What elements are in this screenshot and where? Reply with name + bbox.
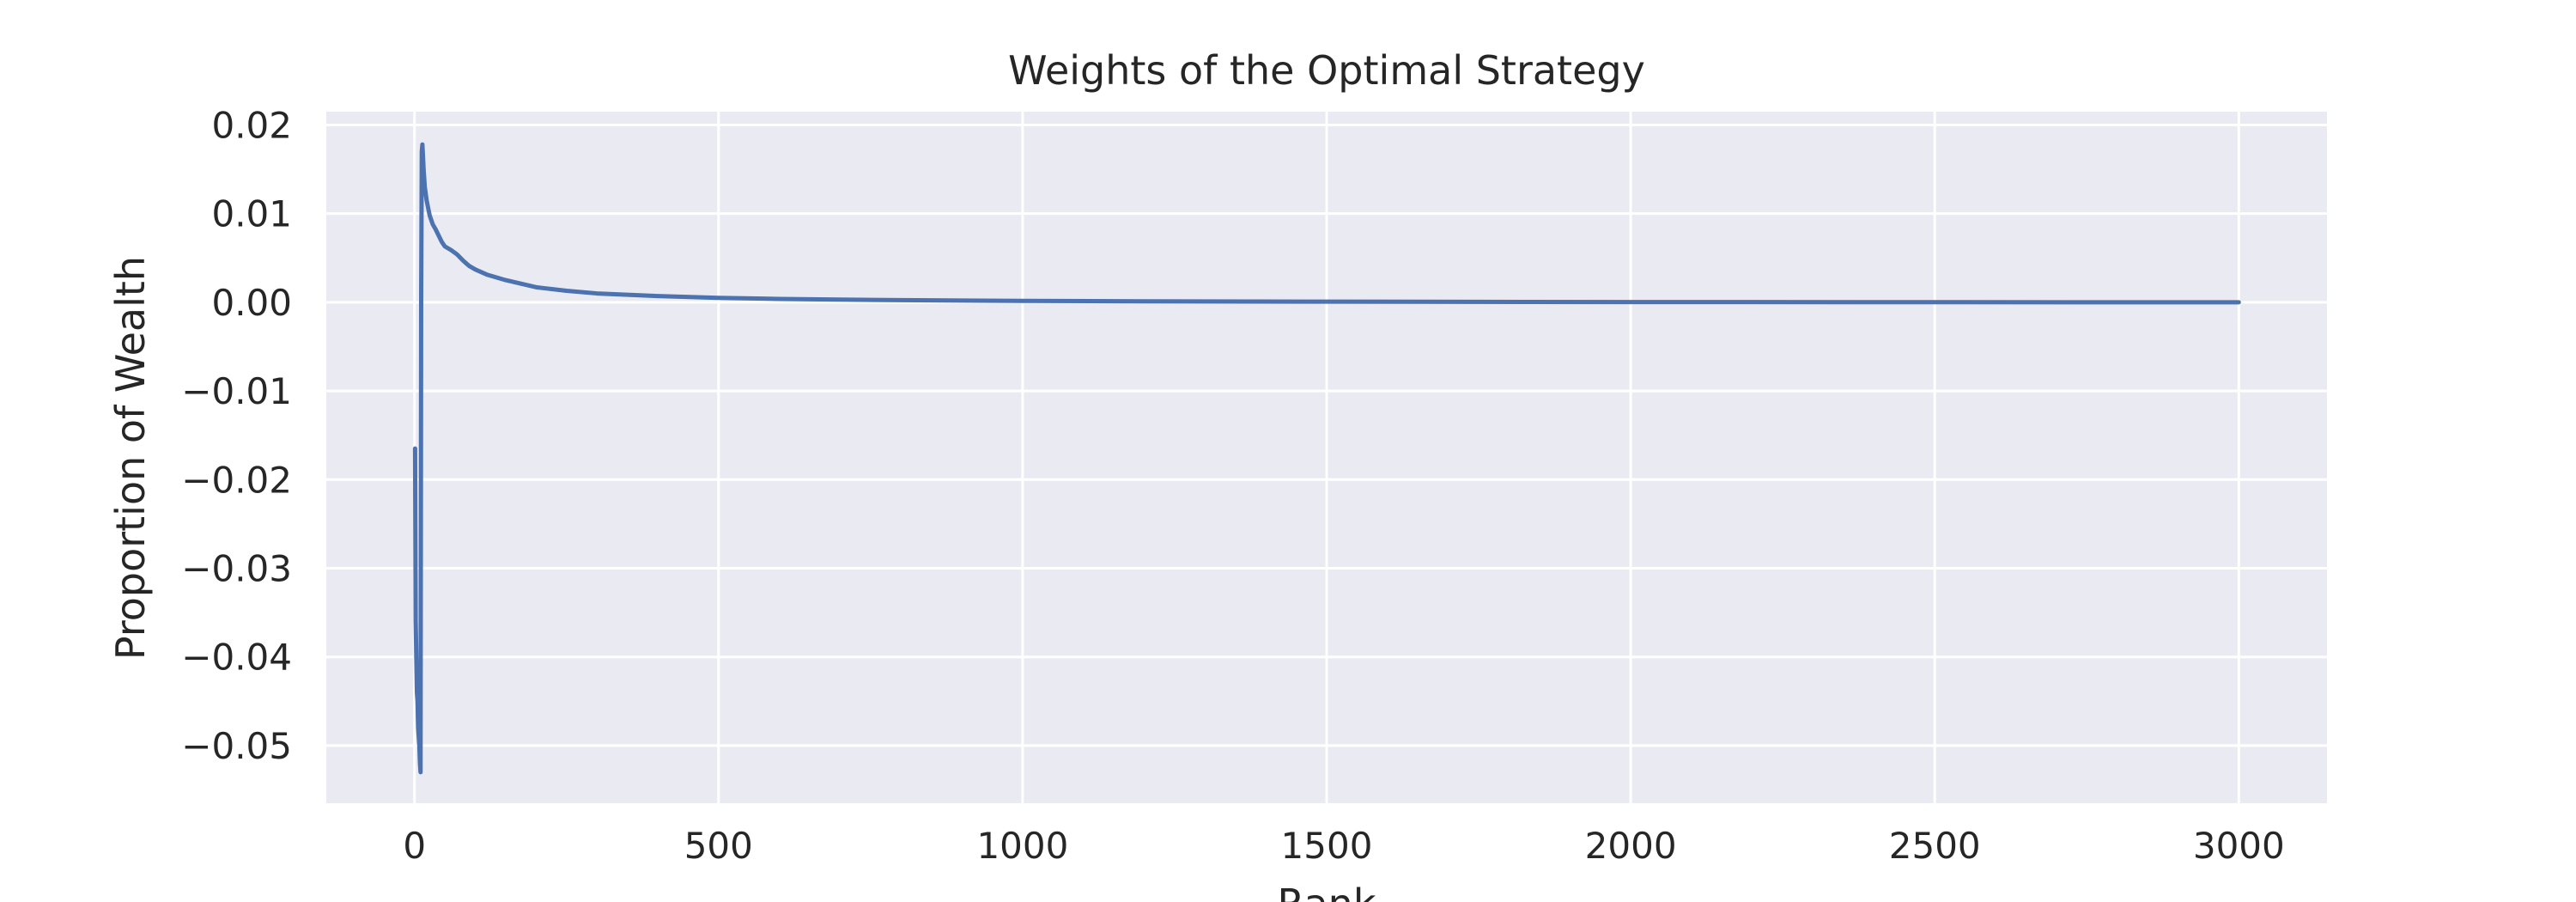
y-tick-label: 0.02 (211, 104, 292, 146)
x-tick-label: 1000 (976, 825, 1068, 867)
series-line (412, 142, 2241, 775)
tick-label-layer: 0 500 1000 1500 2000 2500 3000 0.02 0.01 0.00 −0.0… (181, 104, 2284, 867)
y-tick-label: −0.03 (181, 548, 292, 590)
y-tick-label: −0.02 (181, 459, 292, 501)
x-tick-label: 500 (684, 825, 753, 867)
x-tick-label: 2000 (1585, 825, 1677, 867)
y-tick-label: −0.05 (181, 725, 292, 767)
series-layer (412, 142, 2241, 775)
y-tick-label: 0.00 (211, 282, 292, 324)
y-tick-label: −0.04 (181, 637, 292, 679)
y-tick-label: −0.01 (181, 370, 292, 412)
chart-title: Weights of the Optimal Strategy (1008, 47, 1645, 94)
x-tick-label: 1500 (1281, 825, 1373, 867)
x-tick-label: 3000 (2193, 825, 2285, 867)
x-tick-label: 0 (403, 825, 426, 867)
x-axis-label: Rank (1278, 881, 1376, 902)
y-axis-label: Proportion of Wealth (107, 256, 154, 660)
y-tick-label: 0.01 (211, 193, 292, 235)
x-tick-label: 2500 (1889, 825, 1981, 867)
